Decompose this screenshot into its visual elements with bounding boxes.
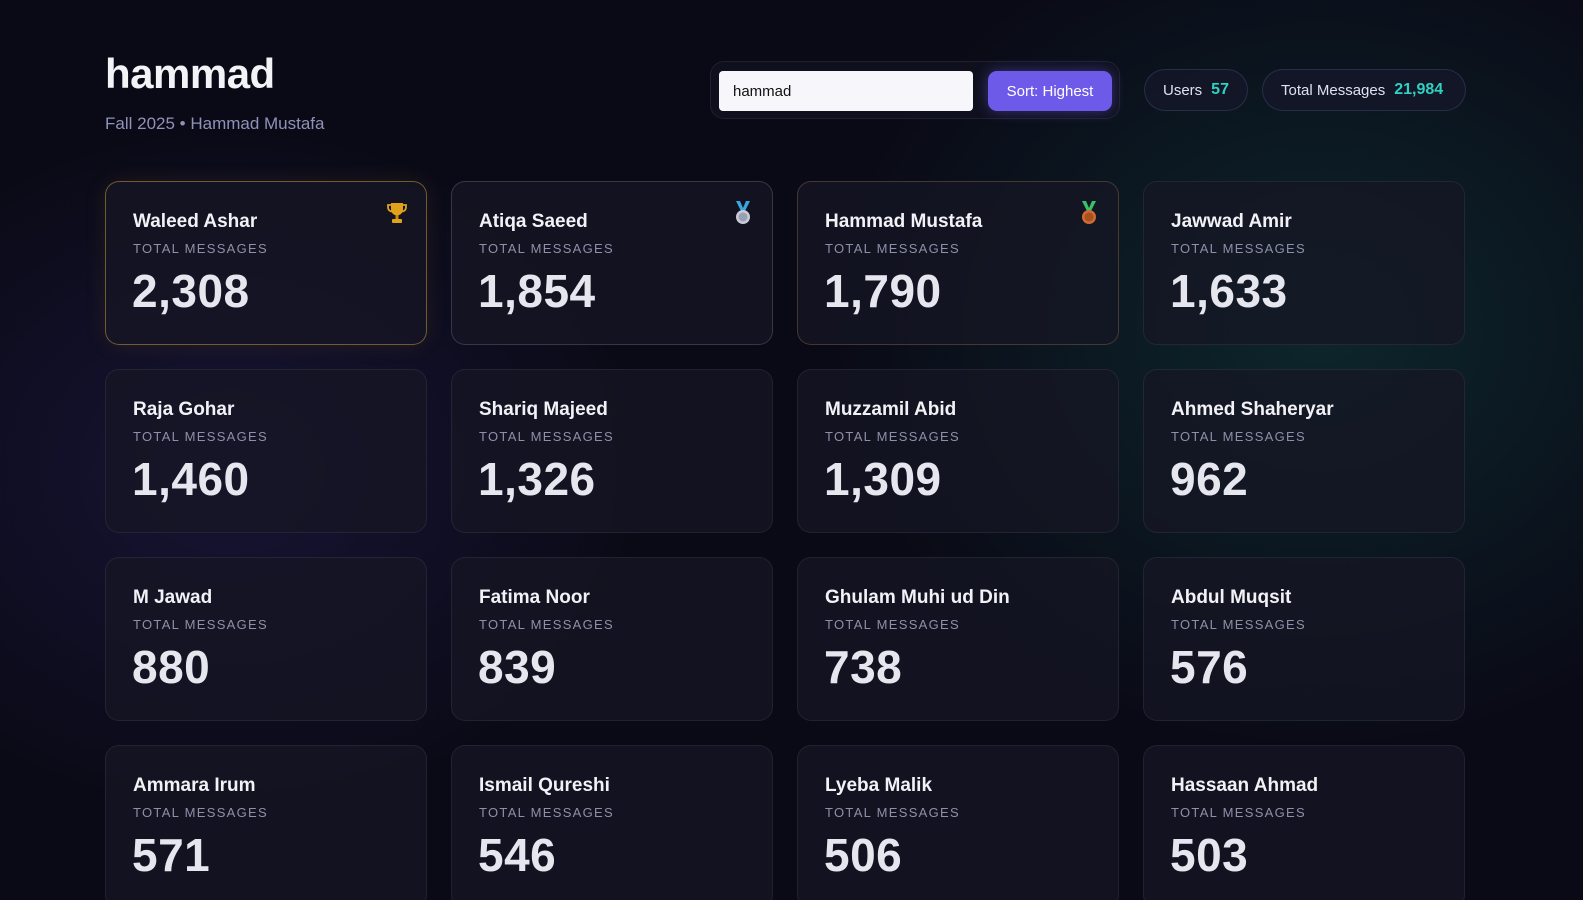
message-count: 503	[1170, 829, 1249, 881]
total-messages-label: TOTAL MESSAGES	[825, 429, 960, 444]
silver-medal-icon	[736, 201, 750, 224]
user-name: Lyeba Malik	[825, 775, 933, 796]
message-count: 962	[1170, 453, 1249, 505]
message-count: 1,790	[824, 265, 942, 317]
search-sort-panel: Sort: Highest	[710, 61, 1120, 119]
total-messages-label: TOTAL MESSAGES	[825, 805, 960, 820]
total-messages-stat-value: 21,984	[1394, 81, 1444, 98]
message-count: 1,326	[478, 453, 596, 505]
message-count: 738	[824, 641, 903, 693]
message-count: 1,309	[824, 453, 942, 505]
users-stat-pill: Users 57	[1144, 69, 1248, 111]
message-count: 839	[478, 641, 557, 693]
user-card[interactable]: Waleed Ashar TOTAL MESSAGES 2,308	[105, 181, 427, 345]
message-count: 576	[1170, 641, 1249, 693]
message-count: 506	[824, 829, 903, 881]
user-name: Abdul Muqsit	[1171, 587, 1292, 608]
total-messages-label: TOTAL MESSAGES	[1171, 429, 1306, 444]
user-name: Ismail Qureshi	[479, 775, 610, 796]
user-card[interactable]: Ghulam Muhi ud Din TOTAL MESSAGES 738	[797, 557, 1119, 721]
user-name: Ghulam Muhi ud Din	[825, 587, 1010, 608]
total-messages-label: TOTAL MESSAGES	[479, 805, 614, 820]
user-name: Raja Gohar	[133, 399, 235, 420]
user-name: Jawwad Amir	[1171, 211, 1292, 232]
user-name: M Jawad	[133, 587, 213, 608]
users-stat-label: Users	[1163, 81, 1203, 99]
user-name: Hammad Mustafa	[825, 211, 983, 232]
total-messages-label: TOTAL MESSAGES	[1171, 241, 1306, 256]
message-count: 1,854	[478, 265, 596, 317]
user-card[interactable]: Atiqa Saeed TOTAL MESSAGES 1,854	[451, 181, 773, 345]
page-title: hammad	[105, 50, 275, 97]
user-card[interactable]: Ahmed Shaheryar TOTAL MESSAGES 962	[1143, 369, 1465, 533]
message-count: 571	[132, 829, 211, 881]
user-card[interactable]: Raja Gohar TOTAL MESSAGES 1,460	[105, 369, 427, 533]
user-name: Atiqa Saeed	[479, 211, 588, 232]
user-card[interactable]: Abdul Muqsit TOTAL MESSAGES 576	[1143, 557, 1465, 721]
user-card[interactable]: Ismail Qureshi TOTAL MESSAGES 546	[451, 745, 773, 900]
search-input[interactable]	[719, 71, 973, 111]
user-card[interactable]: Hassaan Ahmad TOTAL MESSAGES 503	[1143, 745, 1465, 900]
user-name: Ammara Irum	[133, 775, 256, 796]
users-stat-value: 57	[1211, 81, 1229, 98]
user-name: Ahmed Shaheryar	[1171, 399, 1334, 420]
total-messages-stat-pill: Total Messages 21,984	[1262, 69, 1466, 111]
user-card[interactable]: Lyeba Malik TOTAL MESSAGES 506	[797, 745, 1119, 900]
user-name: Fatima Noor	[479, 587, 590, 608]
message-count: 1,633	[1170, 265, 1288, 317]
message-count: 546	[478, 829, 557, 881]
user-card[interactable]: M Jawad TOTAL MESSAGES 880	[105, 557, 427, 721]
user-card[interactable]: Fatima Noor TOTAL MESSAGES 839	[451, 557, 773, 721]
user-name: Hassaan Ahmad	[1171, 775, 1319, 796]
message-count: 1,460	[132, 453, 250, 505]
page-subtitle: Fall 2025 • Hammad Mustafa	[105, 114, 325, 133]
message-count: 2,308	[132, 265, 250, 317]
total-messages-label: TOTAL MESSAGES	[133, 241, 268, 256]
user-card[interactable]: Shariq Majeed TOTAL MESSAGES 1,326	[451, 369, 773, 533]
message-count: 880	[132, 641, 211, 693]
total-messages-label: TOTAL MESSAGES	[133, 617, 268, 632]
total-messages-label: TOTAL MESSAGES	[825, 617, 960, 632]
user-name: Muzzamil Abid	[825, 399, 957, 420]
user-name: Shariq Majeed	[479, 399, 608, 420]
user-card[interactable]: Jawwad Amir TOTAL MESSAGES 1,633	[1143, 181, 1465, 345]
total-messages-label: TOTAL MESSAGES	[479, 429, 614, 444]
total-messages-label: TOTAL MESSAGES	[479, 617, 614, 632]
total-messages-label: TOTAL MESSAGES	[1171, 805, 1306, 820]
total-messages-stat-label: Total Messages	[1281, 81, 1386, 99]
user-card[interactable]: Ammara Irum TOTAL MESSAGES 571	[105, 745, 427, 900]
total-messages-label: TOTAL MESSAGES	[479, 241, 614, 256]
total-messages-label: TOTAL MESSAGES	[133, 805, 268, 820]
total-messages-label: TOTAL MESSAGES	[133, 429, 268, 444]
sort-button[interactable]: Sort: Highest	[988, 71, 1112, 111]
user-card[interactable]: Hammad Mustafa TOTAL MESSAGES 1,790	[797, 181, 1119, 345]
user-card[interactable]: Muzzamil Abid TOTAL MESSAGES 1,309	[797, 369, 1119, 533]
user-name: Waleed Ashar	[133, 211, 258, 232]
trophy-icon	[387, 203, 407, 223]
bronze-medal-icon	[1082, 201, 1096, 224]
total-messages-label: TOTAL MESSAGES	[825, 241, 960, 256]
total-messages-label: TOTAL MESSAGES	[1171, 617, 1306, 632]
